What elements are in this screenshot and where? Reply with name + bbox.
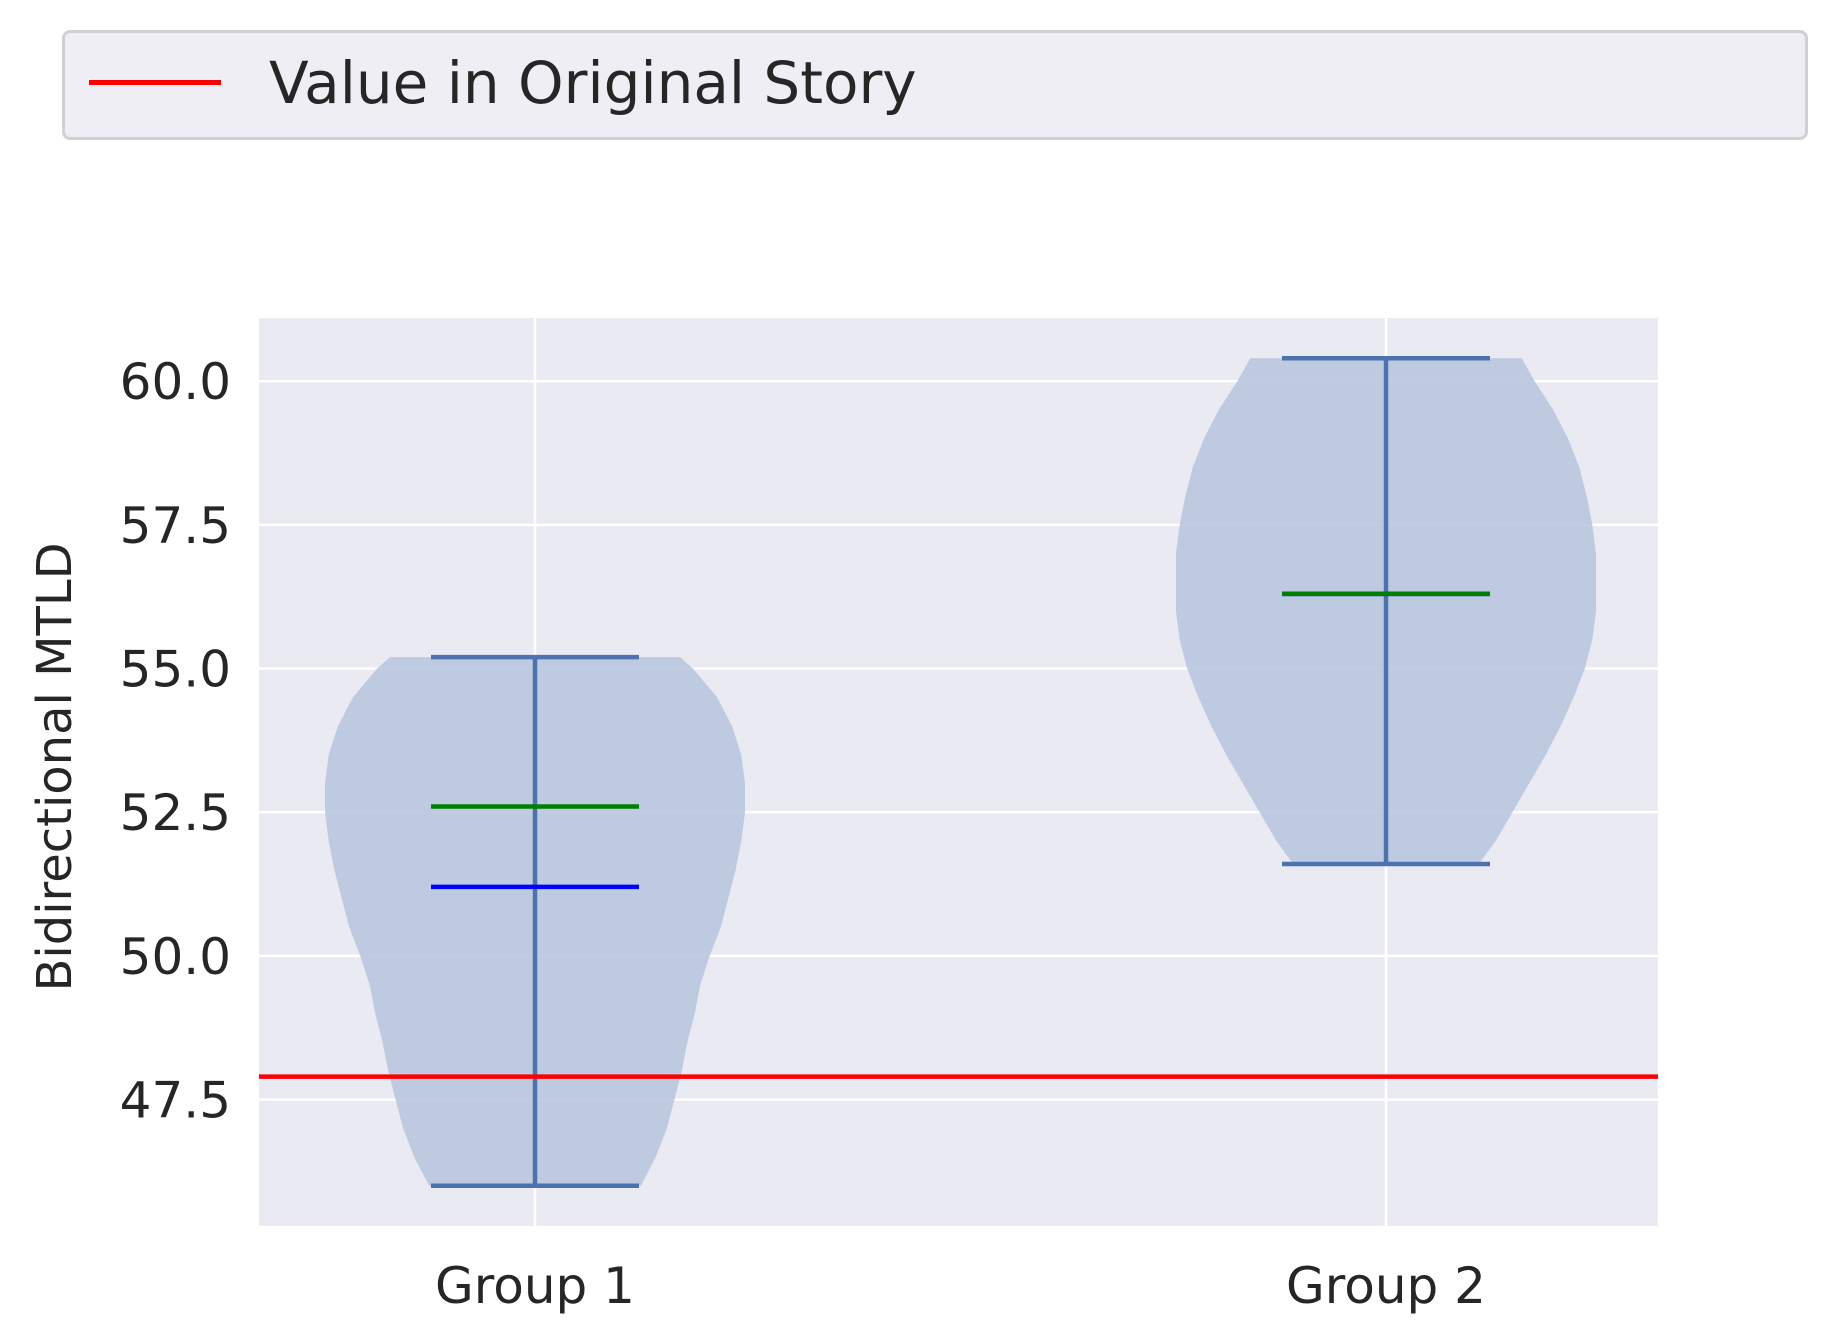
y-tick-label: 50.0 [120,928,231,986]
y-tick-label: 57.5 [120,497,231,555]
y-tick-label: 47.5 [120,1072,231,1130]
y-tick-label: 60.0 [120,353,231,411]
y-tick-label: 55.0 [120,641,231,699]
y-axis-label: Bidirectional MTLD [27,542,83,991]
legend-label: Value in Original Story [269,49,917,117]
legend-line-swatch [89,80,221,85]
x-tick-label: Group 2 [1286,1257,1486,1315]
legend: Value in Original Story [62,30,1808,140]
x-tick-label: Group 1 [435,1257,635,1315]
y-tick-label: 52.5 [120,784,231,842]
